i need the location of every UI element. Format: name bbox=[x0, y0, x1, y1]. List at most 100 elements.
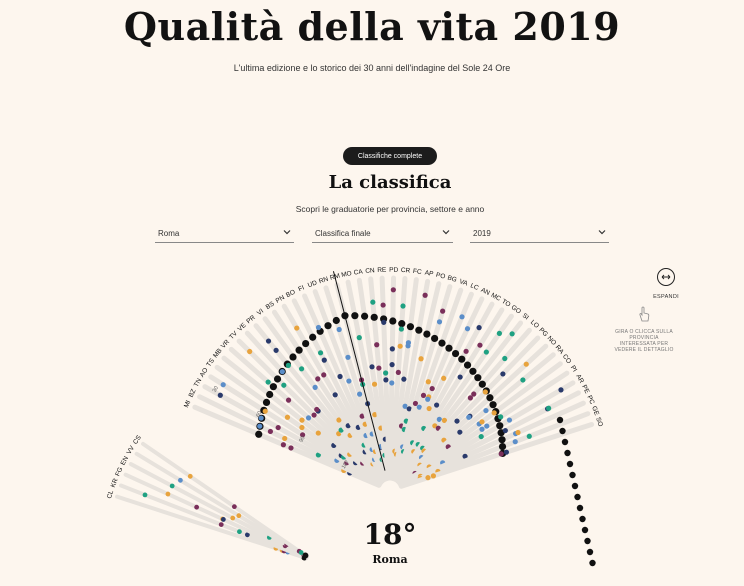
rank-dot-va[interactable] bbox=[438, 339, 446, 347]
rank-dot-ts[interactable] bbox=[262, 398, 271, 406]
rank-dot[interactable] bbox=[581, 526, 589, 534]
province-label-ap[interactable]: AP bbox=[424, 269, 434, 277]
indicator-dot[interactable] bbox=[389, 346, 395, 352]
expand-button[interactable]: ESPANDI bbox=[646, 267, 686, 300]
rank-dot-pn[interactable] bbox=[302, 339, 310, 348]
rank-dot-mb[interactable] bbox=[266, 390, 274, 399]
province-label-pg[interactable]: PG bbox=[537, 327, 549, 339]
province-label-cs[interactable]: CS bbox=[132, 434, 143, 446]
indicator-dot[interactable] bbox=[425, 396, 431, 402]
indicator-dot[interactable] bbox=[463, 348, 469, 354]
province-label-pr[interactable]: PR bbox=[245, 314, 257, 325]
province-label-ca[interactable]: CA bbox=[353, 268, 364, 276]
province-label-bg[interactable]: BG bbox=[447, 274, 458, 283]
province-label-ts[interactable]: TS bbox=[205, 357, 216, 368]
indicator-dot[interactable] bbox=[280, 442, 286, 448]
indicator-dot[interactable] bbox=[265, 379, 271, 385]
indicator-dot[interactable] bbox=[374, 342, 380, 348]
indicator-dot[interactable] bbox=[509, 331, 515, 337]
ray-vv[interactable] bbox=[134, 451, 309, 559]
rank-dot-bg[interactable] bbox=[431, 334, 439, 343]
indicator-dot[interactable] bbox=[282, 435, 288, 442]
rank-dot-cs[interactable] bbox=[302, 552, 309, 559]
rank-dot-lo[interactable] bbox=[478, 380, 486, 388]
province-label-si[interactable]: SI bbox=[521, 312, 530, 321]
province-label-co[interactable]: CO bbox=[561, 353, 572, 365]
province-label-mc[interactable]: MC bbox=[490, 292, 502, 303]
province-label-pi[interactable]: PI bbox=[569, 364, 578, 373]
indicator-dot[interactable] bbox=[220, 382, 226, 388]
indicator-dot[interactable] bbox=[483, 407, 489, 414]
indicator-dot[interactable] bbox=[426, 405, 432, 412]
rank-dot-ca[interactable] bbox=[361, 312, 369, 320]
indicator-dot[interactable] bbox=[398, 326, 404, 332]
rank-dot-pd[interactable] bbox=[389, 317, 397, 325]
indicator-dot[interactable] bbox=[345, 354, 351, 360]
province-label-no[interactable]: NO bbox=[546, 335, 558, 347]
indicator-dot[interactable] bbox=[434, 402, 440, 408]
indicator-dot[interactable] bbox=[476, 325, 482, 331]
rank-dot-ap[interactable] bbox=[415, 326, 423, 334]
indicator-dot[interactable] bbox=[406, 406, 412, 412]
indicator-dot[interactable] bbox=[390, 287, 396, 293]
indicator-dot[interactable] bbox=[457, 429, 463, 435]
rank-dot-bs[interactable] bbox=[295, 346, 303, 354]
indicator-dot[interactable] bbox=[298, 550, 304, 555]
ray-kr[interactable] bbox=[119, 483, 309, 560]
indicator-dot[interactable] bbox=[395, 369, 401, 376]
province-label-mo[interactable]: MO bbox=[341, 270, 353, 279]
indicator-dot[interactable] bbox=[285, 362, 291, 368]
indicator-dot[interactable] bbox=[422, 292, 428, 298]
indicator-dot[interactable] bbox=[321, 357, 327, 363]
rank-dot-cn[interactable] bbox=[370, 313, 378, 321]
indicator-dot[interactable] bbox=[389, 362, 395, 368]
rank-dot[interactable] bbox=[589, 559, 596, 567]
province-label-vv[interactable]: VV bbox=[126, 444, 137, 456]
indicator-dot[interactable] bbox=[315, 376, 321, 382]
indicator-dot[interactable] bbox=[506, 417, 513, 423]
indicator-dot[interactable] bbox=[265, 338, 272, 344]
indicator-dot[interactable] bbox=[230, 515, 236, 521]
rank-dot-lc[interactable] bbox=[445, 344, 453, 352]
indicator-dot[interactable] bbox=[520, 377, 526, 383]
indicator-dot[interactable] bbox=[314, 406, 320, 413]
indicator-dot[interactable] bbox=[546, 405, 552, 411]
indicator-dot[interactable] bbox=[236, 513, 242, 519]
province-label-re[interactable]: RE bbox=[377, 267, 387, 274]
rank-dot[interactable] bbox=[584, 537, 591, 545]
indicator-dot[interactable] bbox=[441, 375, 447, 381]
indicator-dot[interactable] bbox=[371, 381, 378, 387]
indicator-dot[interactable] bbox=[397, 343, 403, 349]
indicator-dot[interactable] bbox=[284, 414, 291, 420]
indicator-dot[interactable] bbox=[315, 324, 322, 331]
rank-dot-si[interactable] bbox=[474, 374, 482, 382]
rank-dot[interactable] bbox=[574, 493, 581, 501]
indicator-dot[interactable] bbox=[402, 403, 408, 409]
rank-dot-ge[interactable] bbox=[498, 443, 507, 451]
rank-dot[interactable] bbox=[576, 504, 584, 512]
province-label-ar[interactable]: AR bbox=[574, 373, 585, 385]
indicator-dot[interactable] bbox=[372, 412, 378, 418]
indicator-dot[interactable] bbox=[502, 355, 508, 362]
province-label-cr[interactable]: CR bbox=[401, 267, 411, 275]
indicator-dot[interactable] bbox=[187, 473, 193, 479]
rank-dot-pc[interactable] bbox=[498, 436, 506, 444]
rank-dot-mo[interactable] bbox=[351, 312, 359, 320]
indicator-dot[interactable] bbox=[498, 414, 504, 420]
indicator-dot[interactable] bbox=[142, 492, 148, 498]
rank-dot-vr[interactable] bbox=[269, 383, 277, 391]
indicator-dot[interactable] bbox=[416, 404, 422, 410]
indicator-dot[interactable] bbox=[515, 429, 521, 436]
indicator-dot[interactable] bbox=[454, 418, 460, 424]
indicator-dot[interactable] bbox=[412, 400, 419, 407]
indicator-dot[interactable] bbox=[457, 374, 463, 380]
year-select[interactable]: 2019 bbox=[470, 226, 609, 243]
rank-dot[interactable] bbox=[556, 416, 564, 424]
indicator-dot[interactable] bbox=[383, 377, 389, 383]
indicator-dot[interactable] bbox=[526, 433, 532, 439]
indicator-dot[interactable] bbox=[299, 417, 305, 423]
province-label-pn[interactable]: PN bbox=[275, 294, 287, 305]
ray-fg[interactable] bbox=[123, 472, 309, 560]
province-label-tv[interactable]: TV bbox=[228, 330, 239, 341]
indicator-dot[interactable] bbox=[288, 445, 294, 451]
